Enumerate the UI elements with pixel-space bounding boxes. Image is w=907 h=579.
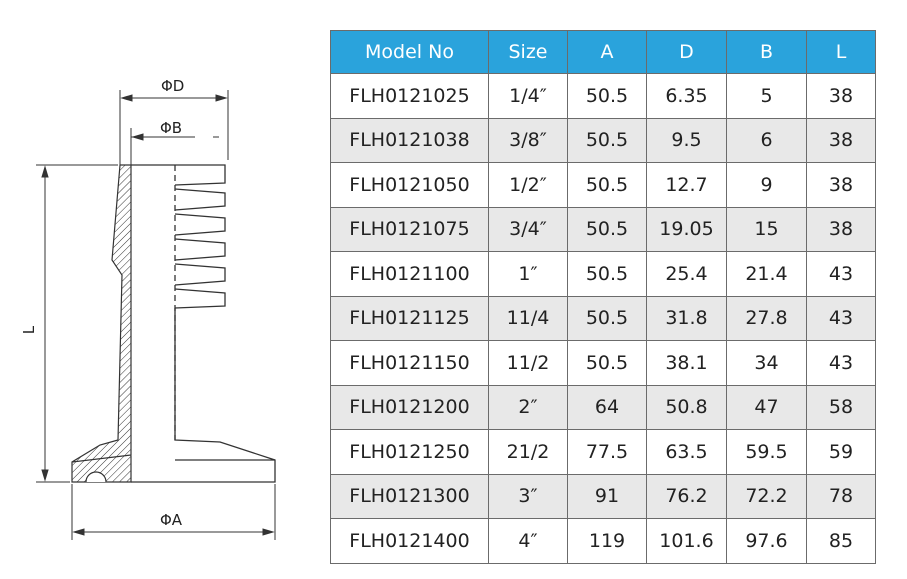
table-row: FLH0121050 1/2″ 50.5 12.7 9 38 <box>330 162 876 208</box>
dimension-phi-a <box>71 484 276 540</box>
cell-a: 77.5 <box>567 429 647 475</box>
cell-size: 11/4 <box>488 295 568 341</box>
cell-size: 21/2 <box>488 429 568 475</box>
table-row: FLH0121150 11/2 50.5 38.1 34 43 <box>330 340 876 386</box>
cell-model-no: FLH0121300 <box>330 473 489 519</box>
cell-model-no: FLH0121025 <box>330 73 489 119</box>
cell-b: 6 <box>726 117 807 163</box>
hose-barb-ferrule-drawing: ΦD ΦB L ΦA <box>20 77 276 540</box>
table-row: FLH0121075 3/4″ 50.5 19.05 15 38 <box>330 206 876 252</box>
barb-outline <box>131 164 276 483</box>
cell-b: 97.6 <box>726 518 807 564</box>
cell-a: 50.5 <box>567 206 647 252</box>
cell-model-no: FLH0121100 <box>330 251 489 297</box>
table-body: FLH0121025 1/4″ 50.5 6.35 5 38 FLH012103… <box>330 73 876 564</box>
cell-b: 15 <box>726 206 807 252</box>
table-row: FLH0121100 1″ 50.5 25.4 21.4 43 <box>330 251 876 297</box>
cell-b: 72.2 <box>726 473 807 519</box>
cell-b: 5 <box>726 73 807 119</box>
cell-d: 101.6 <box>646 518 727 564</box>
table-row: FLH0121250 21/2 77.5 63.5 59.5 59 <box>330 429 876 475</box>
cell-size: 1/4″ <box>488 73 568 119</box>
cell-size: 11/2 <box>488 340 568 386</box>
phi-b-label: ΦB <box>160 119 182 137</box>
length-label: L <box>20 325 38 334</box>
cell-l: 43 <box>806 251 876 297</box>
cell-a: 50.5 <box>567 73 647 119</box>
header-size: Size <box>488 30 568 74</box>
cell-size: 1/2″ <box>488 162 568 208</box>
cell-d: 6.35 <box>646 73 727 119</box>
cell-a: 119 <box>567 518 647 564</box>
header-d: D <box>646 30 727 74</box>
cell-l: 58 <box>806 384 876 430</box>
table-row: FLH0121200 2″ 64 50.8 47 58 <box>330 384 876 430</box>
cell-size: 4″ <box>488 518 568 564</box>
cell-l: 38 <box>806 73 876 119</box>
spec-table: Model No Size A D B L FLH0121025 1/4″ 50… <box>330 30 876 564</box>
cell-d: 38.1 <box>646 340 727 386</box>
cell-model-no: FLH0121400 <box>330 518 489 564</box>
dimension-length <box>36 164 118 483</box>
cell-b: 34 <box>726 340 807 386</box>
cell-b: 47 <box>726 384 807 430</box>
table-row: FLH0121038 3/8″ 50.5 9.5 6 38 <box>330 117 876 163</box>
cell-b: 59.5 <box>726 429 807 475</box>
cell-model-no: FLH0121150 <box>330 340 489 386</box>
header-b: B <box>726 30 807 74</box>
header-l: L <box>806 30 876 74</box>
cell-d: 19.05 <box>646 206 727 252</box>
cell-model-no: FLH0121075 <box>330 206 489 252</box>
cell-d: 63.5 <box>646 429 727 475</box>
table-row: FLH0121025 1/4″ 50.5 6.35 5 38 <box>330 73 876 119</box>
cell-d: 50.8 <box>646 384 727 430</box>
cell-a: 64 <box>567 384 647 430</box>
header-row: Model No Size A D B L <box>330 30 876 74</box>
cell-a: 50.5 <box>567 251 647 297</box>
cell-l: 38 <box>806 206 876 252</box>
cell-b: 21.4 <box>726 251 807 297</box>
table-row: FLH0121400 4″ 119 101.6 97.6 85 <box>330 518 876 564</box>
cell-a: 50.5 <box>567 295 647 341</box>
cell-a: 50.5 <box>567 340 647 386</box>
table-row: FLH0121300 3″ 91 76.2 72.2 78 <box>330 473 876 519</box>
cell-size: 3/4″ <box>488 206 568 252</box>
cell-l: 78 <box>806 473 876 519</box>
cell-l: 43 <box>806 340 876 386</box>
dimension-phi-b <box>130 128 219 165</box>
header-model-no: Model No <box>330 30 489 74</box>
seal-groove <box>85 471 107 483</box>
cell-model-no: FLH0121250 <box>330 429 489 475</box>
section-hatch <box>71 164 132 483</box>
header-a: A <box>567 30 647 74</box>
cell-a: 50.5 <box>567 162 647 208</box>
table-row: FLH0121125 11/4 50.5 31.8 27.8 43 <box>330 295 876 341</box>
cell-d: 76.2 <box>646 473 727 519</box>
cell-b: 27.8 <box>726 295 807 341</box>
cell-model-no: FLH0121200 <box>330 384 489 430</box>
cell-l: 38 <box>806 117 876 163</box>
cell-model-no: FLH0121050 <box>330 162 489 208</box>
cell-a: 50.5 <box>567 117 647 163</box>
cell-d: 12.7 <box>646 162 727 208</box>
cell-model-no: FLH0121038 <box>330 117 489 163</box>
cell-size: 1″ <box>488 251 568 297</box>
phi-a-label: ΦA <box>160 511 183 529</box>
cell-l: 59 <box>806 429 876 475</box>
cell-d: 9.5 <box>646 117 727 163</box>
cell-d: 31.8 <box>646 295 727 341</box>
cell-size: 3″ <box>488 473 568 519</box>
cell-d: 25.4 <box>646 251 727 297</box>
phi-d-label: ΦD <box>161 77 184 95</box>
cell-l: 43 <box>806 295 876 341</box>
table-header: Model No Size A D B L <box>330 30 876 74</box>
cell-l: 38 <box>806 162 876 208</box>
cell-l: 85 <box>806 518 876 564</box>
cell-b: 9 <box>726 162 807 208</box>
cell-a: 91 <box>567 473 647 519</box>
cell-size: 3/8″ <box>488 117 568 163</box>
cell-size: 2″ <box>488 384 568 430</box>
dimension-phi-d <box>119 90 229 165</box>
cell-model-no: FLH0121125 <box>330 295 489 341</box>
